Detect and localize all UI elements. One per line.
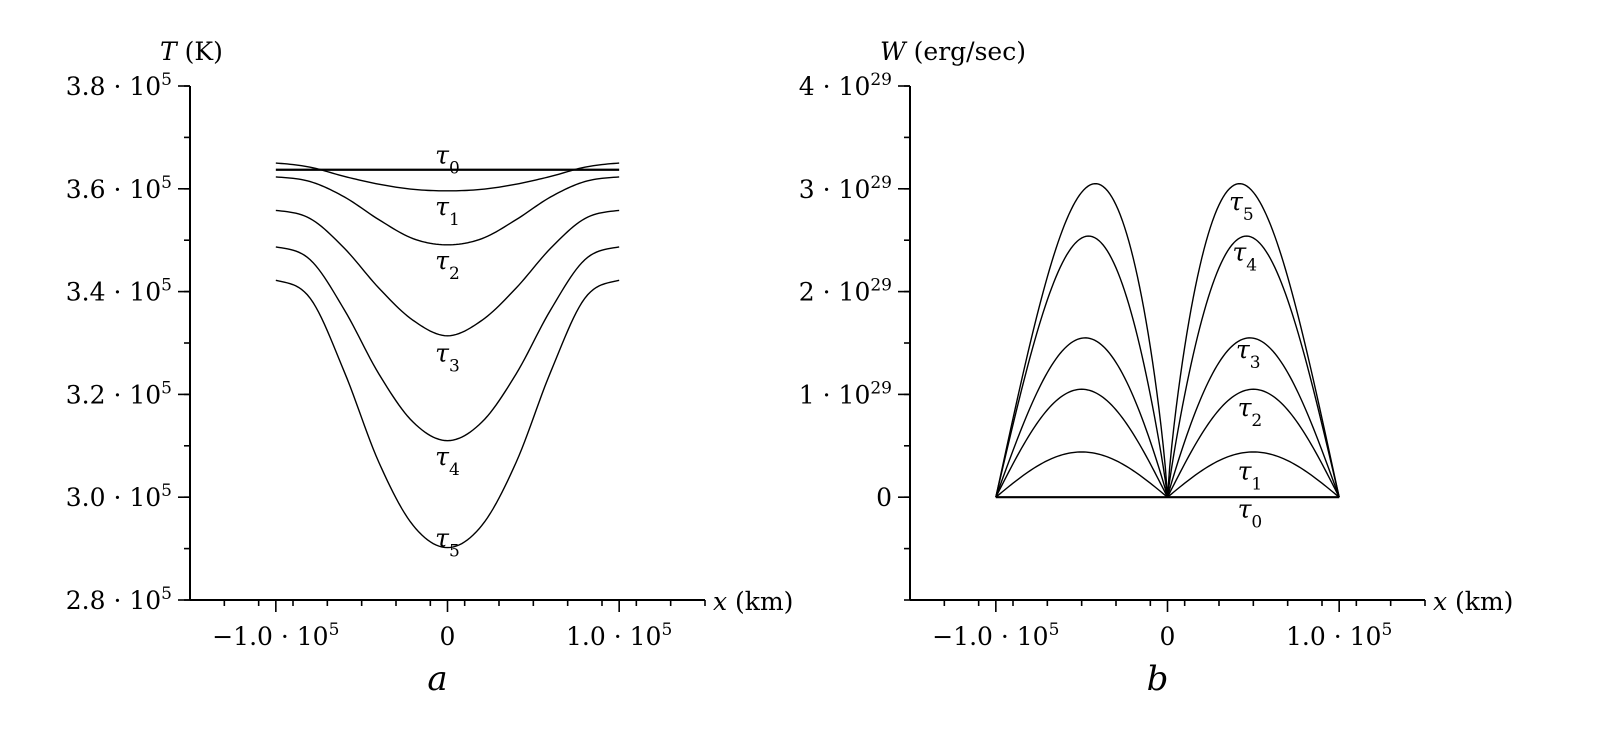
curve-label-tau1: τ1 <box>1238 457 1263 495</box>
curve-label-tau4: τ4 <box>435 442 460 480</box>
y-tick-label: 3.2 · 105 <box>66 378 172 409</box>
x-tick-label: 0 <box>1160 622 1176 651</box>
series-line-5-right <box>1166 182 1340 498</box>
curve-label-tau4: τ4 <box>1232 238 1257 276</box>
y-tick-label: 1 · 1029 <box>799 378 892 409</box>
y-tick-label: 2 · 1029 <box>799 276 892 307</box>
series-line-2 <box>275 209 620 337</box>
panel-a-temperature: −1.0 · 105 0 1.0 · 105 2.8 · 105 3.0 · 105 3.… <box>66 37 794 699</box>
series-line-2-right <box>1166 388 1340 498</box>
series-line-2-left <box>995 388 1169 498</box>
curve-label-tau0: τ0 <box>1238 495 1263 533</box>
curve-label-tau3: τ3 <box>435 338 460 376</box>
curve-label-tau5: τ5 <box>1229 187 1254 225</box>
y-axis-title: T (K) <box>160 37 223 66</box>
y-tick-label: 3.0 · 105 <box>66 481 172 512</box>
series-group <box>275 162 620 549</box>
series-line-3 <box>275 246 620 442</box>
series-line-0 <box>275 162 620 192</box>
series-line-3-left <box>995 337 1169 498</box>
series-group <box>995 182 1340 499</box>
series-line-5-left <box>995 182 1169 498</box>
y-axis-title: W (erg/sec) <box>880 37 1026 66</box>
panel-label: a <box>427 659 447 699</box>
y-tick-label: 3.4 · 105 <box>66 276 172 307</box>
x-tick-label: 1.0 · 105 <box>566 620 672 651</box>
y-tick-label: 3.6 · 105 <box>66 173 172 204</box>
y-tick-label: 0 <box>876 483 892 512</box>
curve-label-tau2: τ2 <box>435 246 460 284</box>
y-tick-label: 4 · 1029 <box>799 70 892 101</box>
y-tick-label: 3 · 1029 <box>799 173 892 204</box>
x-tick-label: −1.0 · 105 <box>212 620 339 651</box>
y-tick-label: 2.8 · 105 <box>66 584 172 615</box>
x-tick-label: 0 <box>440 622 456 651</box>
series-line-3-right <box>1166 337 1340 498</box>
panel-label: b <box>1147 659 1169 699</box>
x-tick-label: 1.0 · 105 <box>1286 620 1392 651</box>
curve-label-tau3: τ3 <box>1236 335 1261 373</box>
series-line-1 <box>275 176 620 246</box>
curve-label-tau5: τ5 <box>435 523 460 561</box>
x-axis-title: x (km) <box>713 587 793 616</box>
x-axis-title: x (km) <box>1433 587 1513 616</box>
curve-label-tau1: τ1 <box>435 192 460 230</box>
series-line-1-left <box>995 451 1168 498</box>
series-line-1-right <box>1167 451 1340 498</box>
curve-label-tau0: τ0 <box>435 140 460 178</box>
y-tick-label: 3.8 · 105 <box>66 70 172 101</box>
x-tick-label: −1.0 · 105 <box>932 620 1059 651</box>
series-line-4-right <box>1166 235 1340 498</box>
curve-label-tau2: τ2 <box>1238 393 1263 431</box>
series-line-4-left <box>995 235 1169 498</box>
series-line-4 <box>275 279 620 549</box>
panel-b-power: −1.0 · 105 0 1.0 · 105 0 1 · 1029 2 · 1029 3 ·… <box>799 37 1514 699</box>
